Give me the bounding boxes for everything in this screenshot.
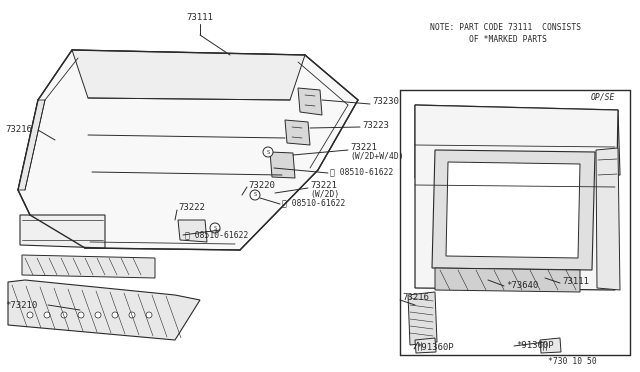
Text: 73223: 73223	[362, 121, 389, 129]
Circle shape	[61, 312, 67, 318]
Circle shape	[95, 312, 101, 318]
Text: (W/2D): (W/2D)	[310, 190, 339, 199]
Text: *91360P: *91360P	[416, 343, 454, 353]
Text: Ⓢ 08510-61622: Ⓢ 08510-61622	[330, 167, 394, 176]
Text: *91360P: *91360P	[516, 340, 554, 350]
Text: S: S	[213, 225, 216, 231]
Polygon shape	[446, 162, 580, 258]
Text: 73222: 73222	[178, 203, 205, 212]
Polygon shape	[596, 148, 620, 290]
Polygon shape	[18, 100, 45, 190]
Text: Ⓢ 08510-61622: Ⓢ 08510-61622	[282, 199, 346, 208]
Circle shape	[112, 312, 118, 318]
Circle shape	[129, 312, 135, 318]
Text: *730 10 50: *730 10 50	[548, 357, 596, 366]
Polygon shape	[415, 105, 618, 290]
Text: S: S	[253, 192, 257, 198]
Polygon shape	[415, 105, 620, 200]
Text: S: S	[266, 150, 269, 154]
Text: 73221: 73221	[350, 142, 377, 151]
Text: 73221: 73221	[310, 180, 337, 189]
Polygon shape	[540, 338, 561, 353]
Circle shape	[27, 312, 33, 318]
Text: OF *MARKED PARTS: OF *MARKED PARTS	[430, 35, 547, 45]
Text: 73111: 73111	[562, 278, 589, 286]
Circle shape	[210, 223, 220, 233]
Polygon shape	[408, 292, 437, 345]
Text: *73210: *73210	[5, 301, 37, 310]
Text: 73220: 73220	[248, 180, 275, 189]
Text: NOTE: PART CODE 73111  CONSISTS: NOTE: PART CODE 73111 CONSISTS	[430, 23, 581, 32]
Polygon shape	[18, 50, 358, 250]
Polygon shape	[72, 50, 305, 100]
Polygon shape	[285, 120, 310, 145]
Circle shape	[250, 190, 260, 200]
Text: *73640: *73640	[506, 280, 538, 289]
Text: Ⓢ 08510-61622: Ⓢ 08510-61622	[185, 231, 248, 240]
Polygon shape	[432, 150, 595, 270]
Circle shape	[44, 312, 50, 318]
Polygon shape	[270, 152, 295, 178]
Polygon shape	[8, 280, 200, 340]
Text: 73216: 73216	[402, 294, 429, 302]
Polygon shape	[435, 268, 580, 292]
Circle shape	[146, 312, 152, 318]
Text: 73216: 73216	[5, 125, 32, 135]
Text: 73111: 73111	[187, 13, 213, 22]
Text: (W/2D+W/4D): (W/2D+W/4D)	[350, 153, 404, 161]
Polygon shape	[178, 220, 207, 242]
Text: OP/SE: OP/SE	[591, 93, 615, 102]
Polygon shape	[415, 338, 436, 353]
Text: 73230: 73230	[372, 97, 399, 106]
Polygon shape	[20, 215, 105, 248]
Polygon shape	[22, 255, 155, 278]
Circle shape	[78, 312, 84, 318]
Polygon shape	[298, 88, 322, 115]
Circle shape	[263, 147, 273, 157]
